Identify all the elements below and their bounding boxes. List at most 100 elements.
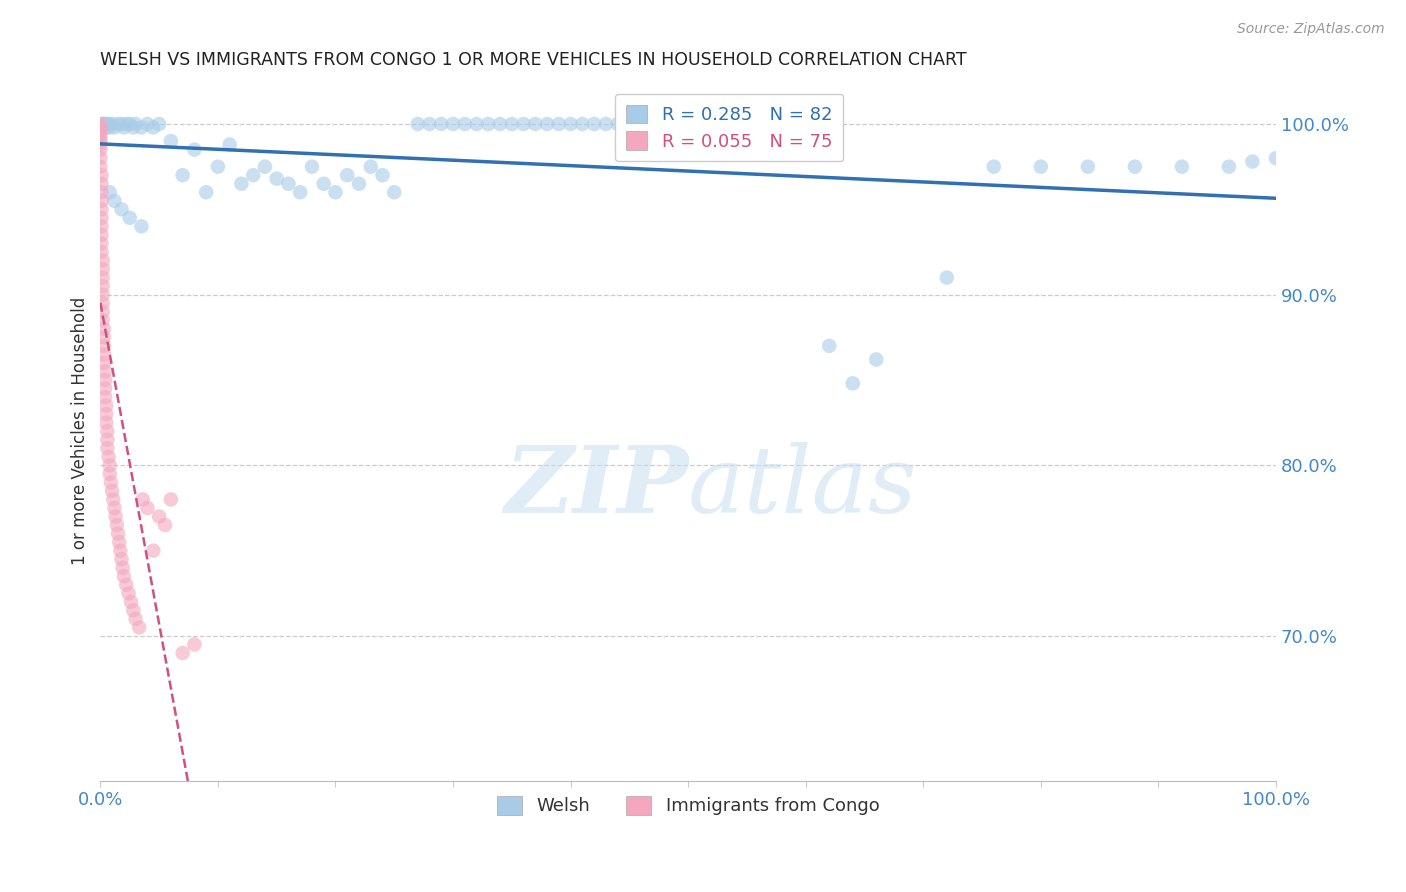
Point (111, 560, 134, 574)
Point (107, 117, 129, 131)
Point (100, 475, 122, 490)
Point (97, 450, 120, 464)
Point (90, 186, 112, 200)
Point (110, 117, 132, 131)
Point (94, 382, 117, 396)
Point (865, 352, 887, 367)
Point (112, 120, 135, 135)
Point (266, 171, 288, 186)
Point (90, 245, 112, 260)
Point (418, 117, 440, 131)
Point (94, 390, 117, 404)
Point (122, 603, 145, 617)
Point (91, 304, 114, 318)
Point (536, 117, 558, 131)
Point (131, 492, 153, 507)
Point (454, 117, 477, 131)
Point (105, 518, 128, 533)
Point (301, 160, 323, 174)
Point (153, 518, 176, 533)
Point (89, 130, 111, 145)
Point (571, 117, 593, 131)
Point (91, 313, 114, 327)
Point (371, 168, 394, 182)
Point (93, 330, 115, 344)
Point (90, 168, 112, 182)
Point (131, 120, 153, 135)
Point (101, 483, 124, 498)
Point (218, 137, 240, 152)
Point (96, 442, 118, 456)
Text: atlas: atlas (688, 442, 918, 533)
Point (501, 117, 523, 131)
Point (103, 492, 125, 507)
Point (382, 186, 405, 200)
Text: WELSH VS IMMIGRANTS FROM CONGO 1 OR MORE VEHICLES IN HOUSEHOLD CORRELATION CHART: WELSH VS IMMIGRANTS FROM CONGO 1 OR MORE… (100, 51, 967, 69)
Point (110, 202, 132, 217)
Point (136, 117, 159, 131)
Point (112, 569, 135, 583)
Point (524, 117, 547, 131)
Point (94, 373, 117, 387)
Point (101, 117, 124, 131)
Point (172, 646, 194, 660)
Point (93, 339, 115, 353)
Point (1171, 160, 1194, 174)
Point (477, 117, 499, 131)
Point (93, 117, 115, 131)
Point (110, 552, 132, 566)
Point (91, 287, 114, 301)
Point (441, 117, 464, 131)
Point (465, 117, 488, 131)
Point (120, 595, 142, 609)
Point (96, 120, 118, 135)
Point (242, 168, 264, 182)
Point (94, 117, 117, 131)
Point (118, 211, 141, 225)
Point (89, 151, 111, 165)
Point (89, 124, 111, 138)
Point (630, 117, 652, 131)
Point (96, 407, 118, 421)
Point (406, 117, 429, 131)
Point (1265, 151, 1288, 165)
Point (290, 186, 312, 200)
Point (1123, 160, 1146, 174)
Point (148, 509, 170, 524)
Point (231, 177, 253, 191)
Point (94, 364, 117, 378)
Point (89, 128, 111, 142)
Point (104, 509, 127, 524)
Point (118, 117, 141, 131)
Point (93, 322, 115, 336)
Point (93, 347, 115, 361)
Point (90, 177, 112, 191)
Point (336, 168, 359, 182)
Point (312, 177, 335, 191)
Point (325, 186, 347, 200)
Point (172, 168, 194, 182)
Point (96, 416, 118, 430)
Point (89, 134, 111, 148)
Point (560, 117, 582, 131)
Point (103, 194, 125, 208)
Point (818, 339, 841, 353)
Point (90, 227, 112, 242)
Point (115, 578, 138, 592)
Point (124, 117, 146, 131)
Point (90, 194, 112, 208)
Point (195, 186, 218, 200)
Point (96, 399, 118, 413)
Text: ZIP: ZIP (503, 442, 688, 533)
Point (89, 143, 111, 157)
Point (512, 117, 534, 131)
Point (253, 160, 276, 174)
Point (98, 120, 121, 135)
Point (606, 117, 628, 131)
Point (128, 620, 150, 634)
Point (842, 376, 865, 391)
Point (148, 117, 170, 131)
Point (98, 467, 121, 481)
Point (935, 270, 957, 285)
Point (160, 492, 183, 507)
